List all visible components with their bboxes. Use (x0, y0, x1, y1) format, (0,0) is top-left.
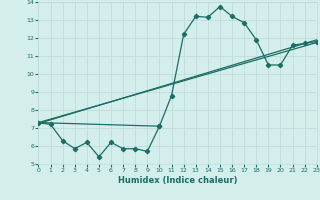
X-axis label: Humidex (Indice chaleur): Humidex (Indice chaleur) (118, 176, 237, 185)
